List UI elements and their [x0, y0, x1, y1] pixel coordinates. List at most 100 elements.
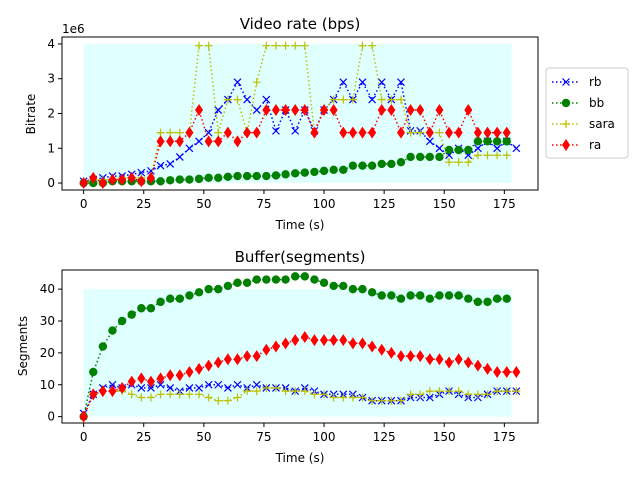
bitrate-point-sara — [195, 41, 204, 50]
buffer-plot-content — [79, 272, 521, 423]
bitrate-x-ticks: 0 25 50 75 100 125 150 175 — [80, 190, 516, 211]
bitrate-point-sara — [454, 158, 463, 167]
buffer-point-bb — [300, 272, 310, 281]
buffer-point-ra — [310, 334, 319, 347]
buffer-point-ra — [89, 388, 98, 401]
buffer-point-ra — [406, 350, 415, 363]
buffer-point-sara — [502, 387, 511, 396]
buffer-point-ra — [118, 381, 127, 394]
bitrate-point-ra — [127, 171, 136, 184]
bitrate-point-rb — [339, 78, 348, 87]
bitrate-point-bb — [416, 152, 425, 162]
bitrate-point-ra — [98, 177, 107, 190]
bitrate-point-ra — [368, 126, 377, 139]
legend-entry-ra: ra — [552, 138, 601, 152]
buffer-point-rb — [166, 384, 175, 392]
buffer-point-bb — [262, 275, 271, 284]
bitrate-point-bb — [425, 152, 435, 162]
buffer-point-bb — [137, 304, 146, 313]
bitrate-point-bb — [348, 161, 358, 170]
bitrate-y-tick-label: 3 — [47, 72, 55, 86]
bitrate-point-ra — [108, 173, 117, 186]
buffer-point-bb — [185, 291, 194, 300]
buffer-point-sara — [243, 387, 252, 396]
bitrate-point-ra — [175, 135, 184, 148]
bitrate-point-bb — [492, 137, 502, 146]
bitrate-point-bb — [194, 174, 204, 184]
buffer-point-ra — [108, 385, 117, 398]
buffer-point-bb — [98, 342, 108, 351]
buffer-point-bb — [416, 291, 425, 300]
bitrate-point-ra — [223, 126, 232, 139]
bitrate-point-ra — [118, 173, 127, 186]
buffer-x-tick-label: 175 — [493, 430, 516, 444]
buffer-point-ra — [396, 350, 405, 363]
bitrate-point-sara — [464, 158, 473, 167]
buffer-point-ra — [146, 375, 155, 388]
buffer-point-sara — [300, 387, 309, 396]
buffer-point-ra — [483, 362, 492, 375]
buffer-point-ra — [204, 359, 213, 372]
bitrate-point-ra — [243, 126, 252, 139]
legend-label-bb: bb — [589, 96, 604, 110]
buffer-line-rb — [82, 384, 517, 414]
buffer-point-ra — [271, 340, 280, 353]
buffer-point-ra — [377, 343, 386, 356]
bitrate-point-sara — [493, 151, 502, 160]
legend-marker-bb — [561, 98, 571, 108]
buffer-point-sara — [214, 396, 223, 405]
buffer-x-tick-label: 125 — [373, 430, 396, 444]
buffer-point-sara — [281, 387, 290, 396]
bitrate-x-tick-label: 25 — [136, 197, 151, 211]
buffer-point-bb — [444, 291, 454, 300]
buffer-point-sara — [223, 396, 232, 405]
buffer-point-bb — [454, 291, 463, 300]
buffer-point-ra — [166, 369, 175, 382]
buffer-point-sara — [396, 396, 405, 405]
buffer-point-rb — [223, 384, 232, 392]
bitrate-x-tick-label: 125 — [373, 197, 396, 211]
buffer-point-sara — [329, 393, 338, 402]
buffer-point-sara — [473, 390, 482, 399]
buffer-point-sara — [358, 393, 367, 402]
legend-marker-sara — [562, 120, 570, 128]
buffer-point-bb — [329, 281, 338, 291]
bitrate-point-bb — [175, 175, 184, 184]
buffer-point-sara — [291, 387, 300, 396]
buffer-series-sara — [79, 383, 521, 421]
bitrate-offset-label: 1e6 — [62, 22, 85, 36]
bitrate-point-sara — [377, 95, 386, 104]
legend-entry-bb: bb — [552, 96, 604, 110]
buffer-point-ra — [79, 410, 88, 423]
bitrate-point-rb — [214, 106, 223, 114]
buffer-point-bb — [165, 294, 175, 303]
bitrate-point-ra — [464, 104, 473, 117]
buffer-point-ra — [243, 350, 252, 363]
buffer-point-ra — [473, 359, 482, 372]
buffer-point-sara — [156, 390, 165, 399]
bitrate-point-sara — [416, 128, 425, 137]
bitrate-x-tick-label: 100 — [313, 197, 336, 211]
bitrate-point-bb — [262, 171, 271, 181]
legend-label-ra: ra — [589, 138, 601, 152]
buffer-point-bb — [483, 297, 492, 307]
bitrate-point-bb — [502, 137, 511, 146]
buffer-point-sara — [425, 387, 434, 396]
buffer-point-rb — [137, 384, 146, 392]
buffer-point-ra — [425, 353, 434, 366]
buffer-point-ra — [368, 340, 377, 353]
bitrate-point-rb — [377, 78, 386, 87]
legend-box — [545, 67, 629, 159]
buffer-point-bb — [396, 294, 406, 303]
bitrate-point-bb — [319, 166, 329, 176]
bitrate-chart-title: Video rate (bps) — [240, 15, 361, 33]
bitrate-y-tick-label: 4 — [47, 37, 55, 51]
buffer-point-bb — [358, 284, 367, 294]
bitrate-point-sara — [300, 41, 309, 50]
bitrate-point-sara — [281, 41, 290, 50]
bitrate-point-sara — [483, 151, 492, 160]
bitrate-point-rb — [233, 78, 242, 87]
bitrate-point-sara — [502, 151, 511, 160]
bitrate-point-ra — [445, 126, 454, 139]
